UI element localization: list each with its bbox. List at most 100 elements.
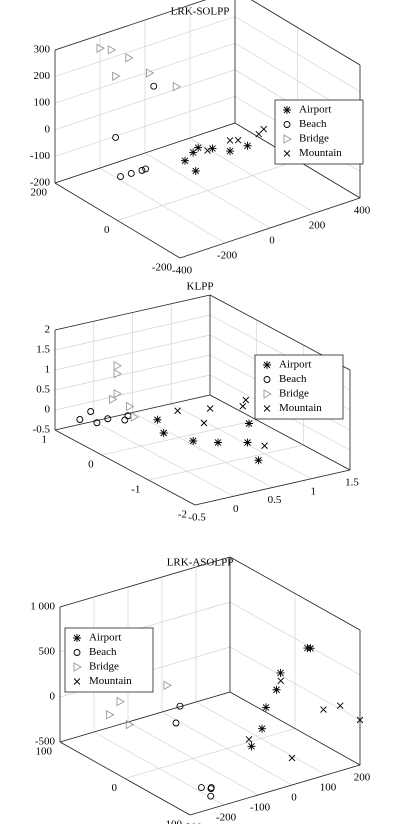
grid-line — [161, 577, 293, 786]
x-tick-label: 400 — [354, 205, 371, 217]
y-tick-label: -2 — [178, 509, 187, 521]
axis-line — [179, 197, 361, 259]
z-tick-label: 0.5 — [36, 384, 50, 396]
data-point — [243, 141, 252, 150]
z-tick-label: 0 — [50, 691, 56, 703]
data-point — [176, 702, 184, 710]
x-tick-label: 200 — [309, 220, 326, 232]
axis-line — [229, 691, 361, 766]
z-tick-label: 1 — [45, 364, 51, 376]
data-point — [245, 736, 253, 743]
legend-label: Bridge — [279, 388, 309, 400]
x-tick-label: 100 — [320, 782, 337, 794]
x-tick-label: -100 — [250, 802, 271, 814]
data-point — [87, 408, 95, 415]
data-point — [260, 125, 268, 133]
data-point — [181, 156, 189, 165]
legend-box — [274, 99, 364, 165]
data-point — [138, 166, 146, 174]
legend-label: Airport — [299, 104, 331, 116]
legend-marker — [263, 361, 271, 369]
y-tick-label: -1 — [131, 484, 140, 496]
y-tick-label: 0 — [88, 459, 94, 471]
axis-line — [229, 556, 361, 631]
axis-line — [54, 122, 236, 184]
axis-line — [250, 0, 361, 66]
data-point — [320, 706, 327, 713]
x-tick-label: 200 — [354, 772, 371, 784]
z-tick-label: 2 — [45, 324, 51, 336]
data-point — [159, 429, 168, 437]
data-point — [174, 407, 181, 415]
data-point — [336, 702, 344, 710]
grid-line — [99, 35, 226, 244]
data-point — [208, 144, 217, 153]
data-point — [258, 724, 266, 733]
legend-label: Beach — [279, 373, 307, 385]
data-point — [303, 644, 312, 653]
y-tick-label: 0 — [112, 782, 118, 794]
legend-label: Bridge — [299, 133, 329, 145]
data-point — [113, 368, 122, 379]
data-point — [207, 792, 215, 800]
data-point — [356, 716, 364, 724]
y-tick-label: -100 — [162, 819, 183, 824]
data-point — [254, 456, 263, 465]
x-tick-label: -200 — [217, 250, 238, 262]
data-point — [127, 169, 135, 177]
data-point — [126, 401, 135, 412]
data-point — [76, 416, 84, 423]
data-point — [189, 437, 198, 445]
axis-line — [54, 294, 211, 331]
legend-marker — [263, 376, 271, 383]
axis-line — [54, 394, 211, 431]
legend-box — [254, 354, 344, 420]
grid-line — [93, 321, 234, 497]
z-tick-label: 1.5 — [36, 344, 50, 356]
data-point — [142, 165, 150, 173]
data-point — [113, 388, 122, 399]
x-tick-label: 0 — [269, 235, 275, 247]
x-tick-label: 1 — [311, 485, 317, 497]
legend-marker — [73, 649, 81, 656]
y-tick-label: -200 — [152, 262, 173, 274]
grid-line — [195, 567, 327, 776]
axis-line — [59, 691, 231, 743]
axis-line — [209, 394, 351, 471]
axis-line — [189, 764, 361, 816]
data-point — [145, 68, 155, 78]
data-point — [130, 412, 140, 422]
x-tick-label: 0 — [233, 503, 239, 515]
data-point — [96, 43, 105, 54]
x-tick-label: 0 — [291, 792, 297, 804]
data-point — [113, 360, 122, 371]
data-point — [106, 709, 115, 720]
data-point — [276, 668, 285, 677]
x-tick-label: -400 — [172, 265, 193, 277]
grid-line — [117, 27, 298, 221]
data-point — [163, 680, 172, 691]
data-point — [153, 415, 162, 424]
data-point — [121, 416, 129, 424]
y-tick-label: 0 — [104, 224, 110, 236]
legend-marker — [283, 121, 291, 128]
data-point — [261, 442, 268, 450]
grid-line — [54, 16, 361, 92]
z-tick-label: 0 — [45, 404, 51, 416]
data-point — [226, 147, 234, 156]
data-point — [214, 438, 222, 447]
data-point — [150, 82, 158, 90]
legend-label: Beach — [299, 118, 327, 130]
x-tick-label: -300 — [182, 822, 203, 824]
chart-title: LRK-ASOLPP — [167, 557, 234, 569]
legend-label: Airport — [89, 632, 121, 644]
y-tick-label: 100 — [36, 746, 53, 758]
z-tick-label: 200 — [34, 70, 51, 82]
legend-marker — [283, 150, 291, 157]
legend-marker — [263, 405, 271, 412]
data-point — [245, 419, 253, 428]
axis-line — [194, 469, 351, 506]
legend-box — [64, 627, 154, 693]
chart-title: KLPP — [187, 281, 214, 293]
